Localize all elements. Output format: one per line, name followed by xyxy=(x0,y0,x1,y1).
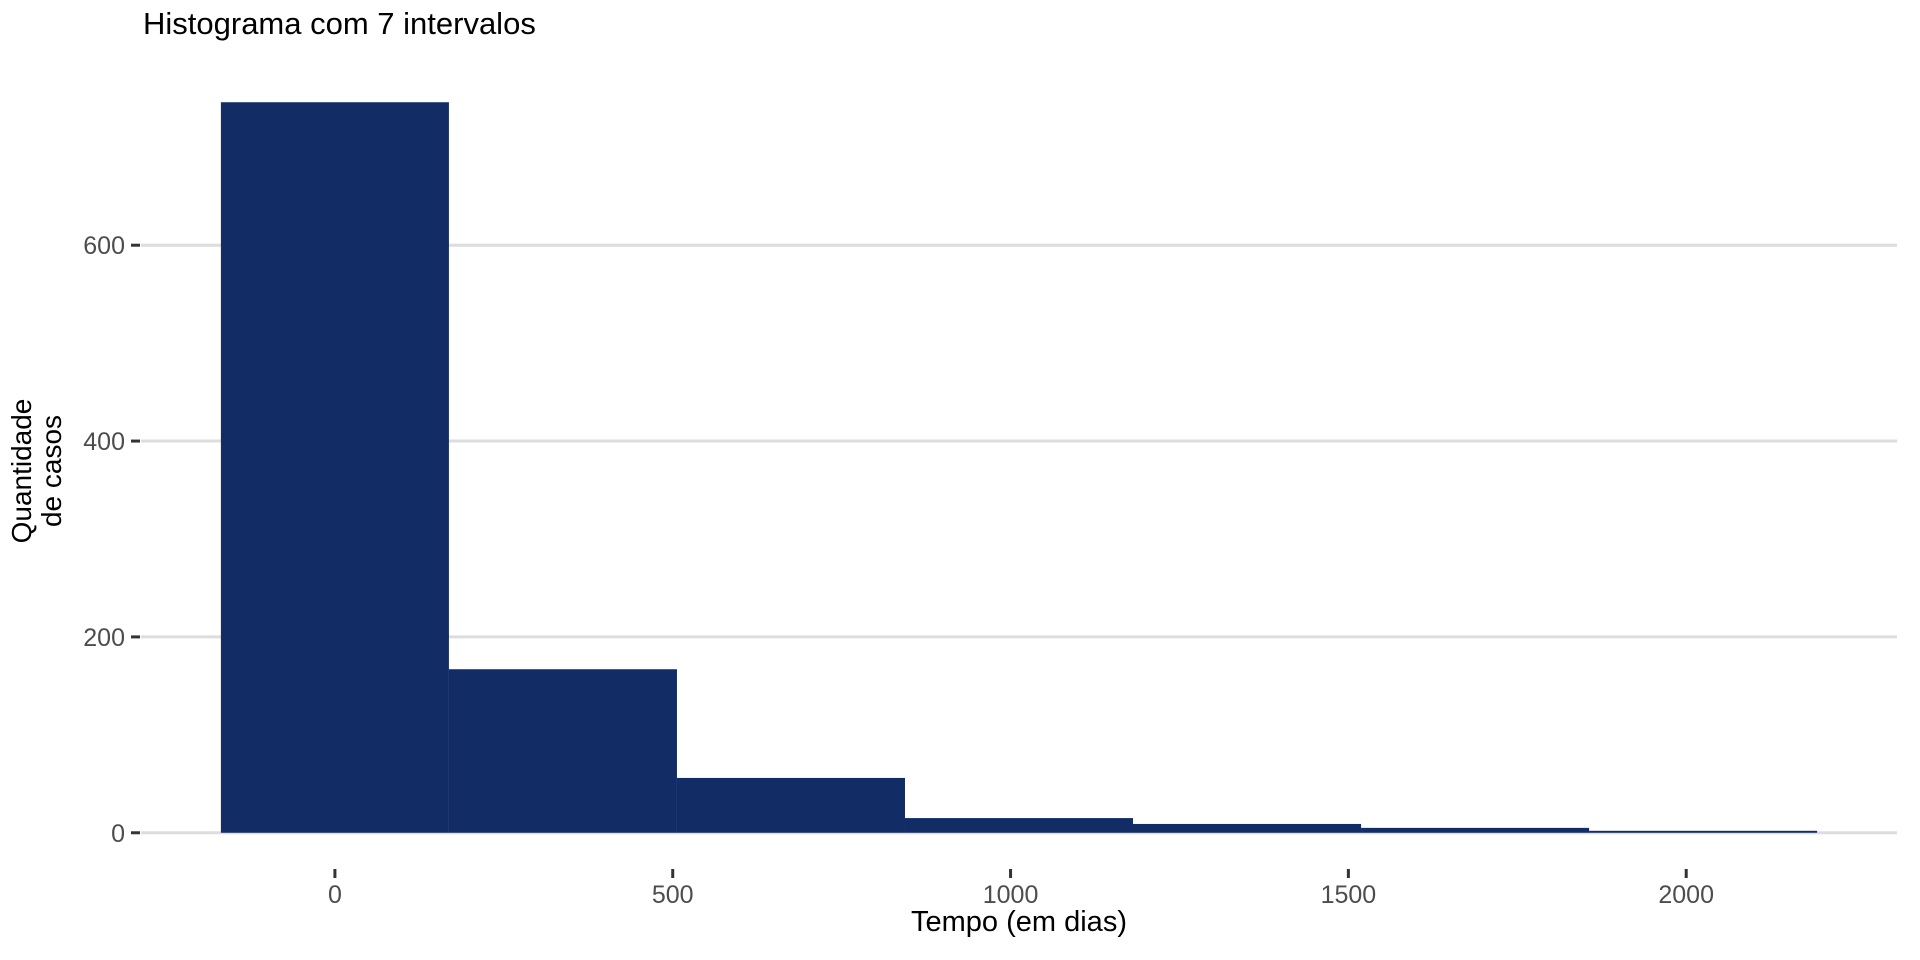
histogram-bar xyxy=(676,777,905,833)
x-tick-label: 0 xyxy=(328,881,342,909)
y-axis-title: Quantidade de casos xyxy=(6,398,67,544)
histogram-bar xyxy=(1589,830,1818,833)
x-tick-label: 1500 xyxy=(1321,881,1377,909)
histogram-bar xyxy=(904,818,1134,833)
x-tick-label: 1000 xyxy=(983,881,1039,909)
y-tick-label: 600 xyxy=(83,232,125,260)
y-tick-label: 0 xyxy=(111,820,125,848)
x-tick-label: 2000 xyxy=(1658,881,1714,909)
y-tick-label: 200 xyxy=(83,624,125,652)
histogram-bar xyxy=(448,669,677,833)
histogram-bar xyxy=(220,102,449,833)
x-axis-title: Tempo (em dias) xyxy=(911,906,1127,938)
chart-title: Histograma com 7 intervalos xyxy=(143,6,536,41)
y-tick-label: 400 xyxy=(83,428,125,456)
x-tick-label: 500 xyxy=(652,881,694,909)
histogram-bar xyxy=(1133,823,1362,833)
histogram-bar xyxy=(1361,827,1590,833)
